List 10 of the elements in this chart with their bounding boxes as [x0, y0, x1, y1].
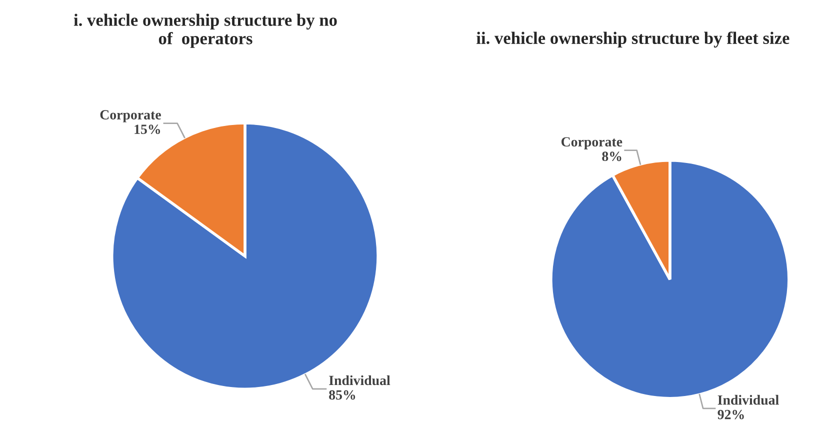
- chart-title: i. vehicle ownership structure by no of operators: [74, 14, 337, 48]
- data-label: 8%: [602, 152, 622, 162]
- slice-label: Corporate: [100, 110, 161, 122]
- chart-title: ii. vehicle ownership structure by fleet size: [476, 32, 790, 48]
- data-label: 15%: [134, 124, 160, 134]
- slice-label: Individual: [718, 394, 779, 405]
- slice-label: Individual: [329, 375, 390, 386]
- slice-label: Corporate: [561, 137, 622, 150]
- data-label: 92%: [718, 410, 744, 420]
- data-label: 85%: [329, 390, 356, 400]
